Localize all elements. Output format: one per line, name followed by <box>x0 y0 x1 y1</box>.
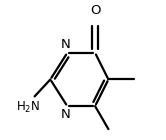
Text: N: N <box>61 38 70 51</box>
Text: N: N <box>61 108 70 121</box>
Text: H$_2$N: H$_2$N <box>16 100 41 116</box>
Text: O: O <box>90 4 100 17</box>
